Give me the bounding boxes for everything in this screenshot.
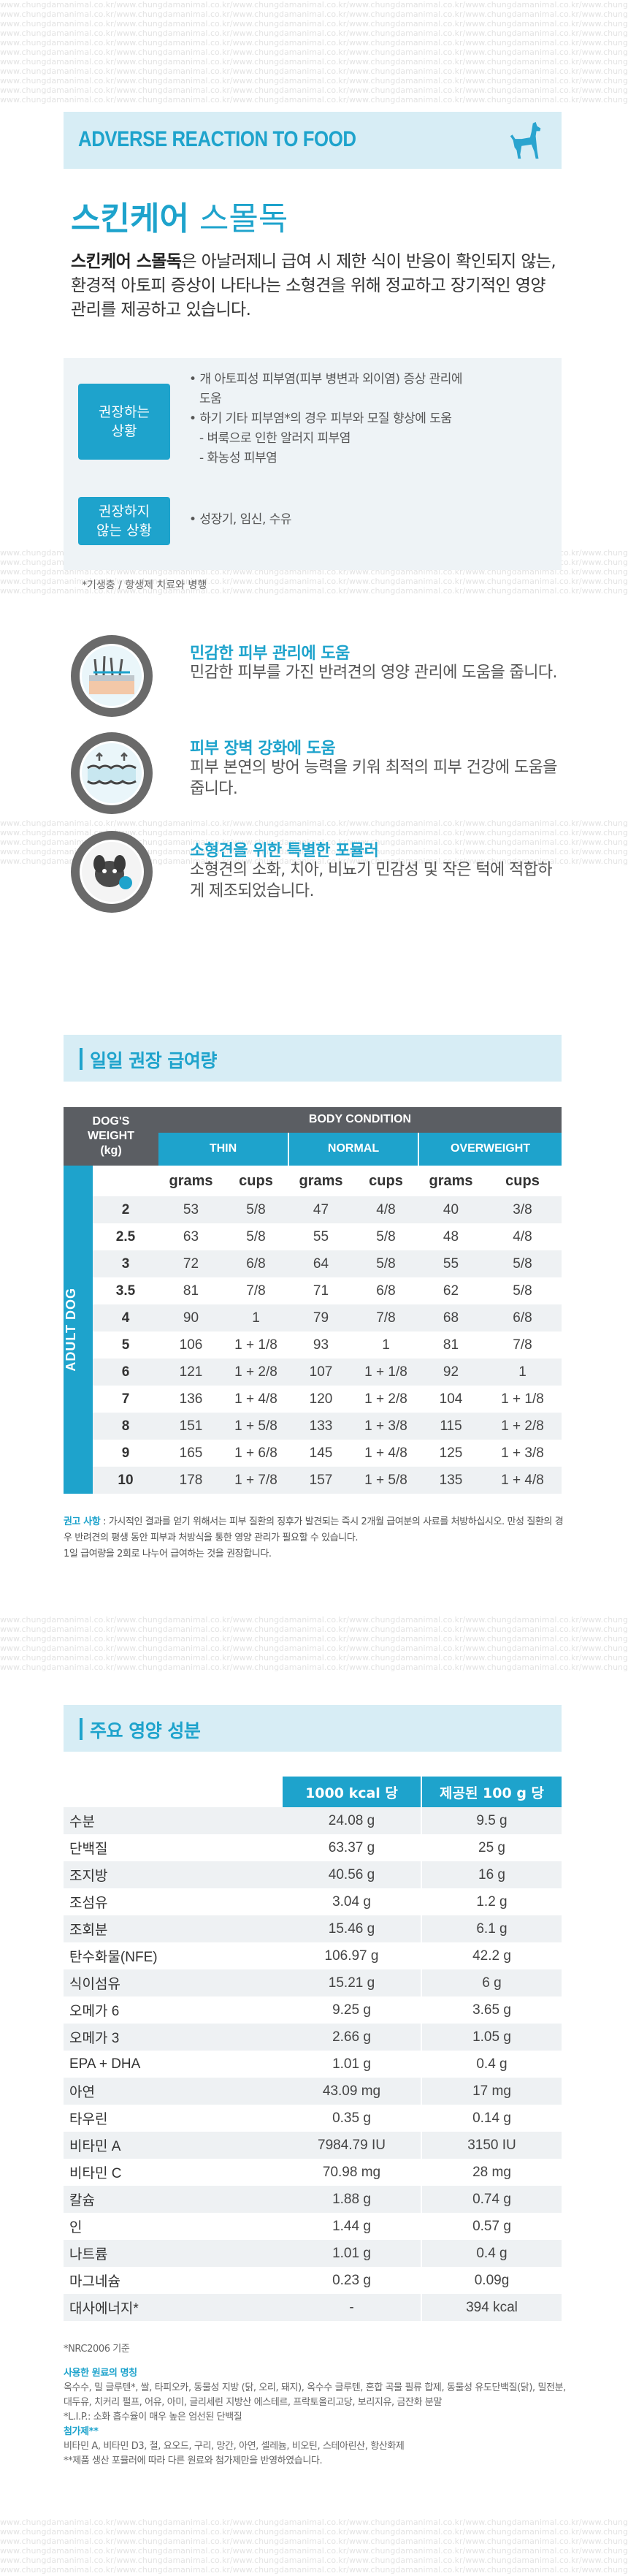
dog-silhouette-icon [510, 121, 541, 159]
unit-grams: grams [288, 1166, 353, 1196]
nutrition-row: 타우린 0.35 g 0.14 g [64, 2105, 562, 2132]
feeding-row: 6 121 1 + 2/8 107 1 + 1/8 92 1 [64, 1359, 562, 1386]
nutrition-row: 대사에너지* -394 kcal [64, 2294, 562, 2321]
unit-cups: cups [483, 1166, 562, 1196]
feature-desc-1: 민감한 피부를 가진 반려견의 영양 관리에 도움을 줍니다. [190, 664, 557, 682]
watermark-band-4: www.chungdamanimal.co.kr/www.chungdamani… [0, 1615, 628, 1672]
feeding-row: 10 178 1 + 7/8 157 1 + 5/8 135 1 + 4/8 [64, 1467, 562, 1494]
nutrition-row: 나트륨 1.01 g 0.4 g [64, 2240, 562, 2267]
feeding-row: 7 136 1 + 4/8 120 1 + 2/8 104 1 + 1/8 [64, 1386, 562, 1413]
nutrition-section-header: 주요 영양 성분 [64, 1705, 562, 1752]
nutrition-row: 칼슘 1.88 g 0.74 g [64, 2186, 562, 2213]
feeding-row: 2.5 63 5/8 55 5/8 48 4/8 [64, 1223, 562, 1250]
nutrition-row: 비타민 A 7984.79 IU 3150 IU [64, 2132, 562, 2159]
unit-grams: grams [158, 1166, 223, 1196]
feeding-section-header: 일일 권장 급여량 [64, 1035, 562, 1082]
nutrition-row: 오메가 3 2.66 g 1.05 g [64, 2024, 562, 2051]
col-thin: THIN [158, 1132, 289, 1166]
ingredients-block: 사용한 원료의 명칭 옥수수, 밀 글루텐*, 쌀, 타피오카, 동물성 지방 … [64, 2368, 566, 2466]
nutrition-row: 오메가 6 9.25 g 3.65 g [64, 1996, 562, 2024]
unit-cups: cups [223, 1166, 288, 1196]
indication-footnote: *기생충 / 항생제 치료와 병행 [82, 580, 207, 591]
nutrition-row: 수분 24.08 g 9.5 g [64, 1807, 562, 1834]
indication-box: 권장하는 상황 • 개 아토피성 피부염(피부 병변과 외이염) 증상 관리에 … [64, 358, 562, 570]
header-title: ADVERSE REACTION TO FOOD [78, 127, 356, 151]
feature-desc-3: 소형견의 소화, 치아, 비뇨기 민감성 및 작은 턱에 적합하게 제조되었습니… [190, 861, 553, 900]
nutrition-col-per-1000kcal: 1000 kcal 당 [283, 1777, 421, 1807]
adult-dog-label: ADULT DOG [64, 1166, 93, 1494]
not-recommended-list: • 성장기, 임신, 수유 [189, 512, 292, 527]
feeding-row: 2 53 5/8 47 4/8 40 3/8 [64, 1196, 562, 1223]
nutrition-row: 단백질 63.37 g 25 g [64, 1834, 562, 1861]
body-condition-header: BODY CONDITION [158, 1107, 562, 1133]
feeding-row: 3.5 81 7/8 71 6/8 62 5/8 [64, 1277, 562, 1304]
recommended-list: • 개 아토피성 피부염(피부 병변과 외이염) 증상 관리에 도움 • 하기 … [189, 372, 463, 466]
nutrition-row: 조섬유 3.04 g 1.2 g [64, 1888, 562, 1915]
product-intro: 스킨케어 스몰독은 아날러제니 급여 시 제한 식이 반응이 확인되지 않는, … [71, 252, 556, 319]
feeding-row: 4 90 1 79 7/8 68 6/8 [64, 1304, 562, 1331]
nutrition-row: 탄수화물(NFE) 106.97 g 42.2 g [64, 1942, 562, 1969]
watermark-band-bottom: www.chungdamanimal.co.kr/www.chungdamani… [0, 2518, 628, 2575]
feature-title-1: 민감한 피부 관리에 도움 [190, 645, 350, 663]
col-overweight: OVERWEIGHT [418, 1132, 562, 1166]
nutrition-row: 조지방 40.56 g 16 g [64, 1861, 562, 1888]
nutrition-col-per-100g: 제공된 100 g 당 [421, 1777, 562, 1807]
feature-desc-2: 피부 본연의 방어 능력을 키워 최적의 피부 건강에 도움을 줍니다. [190, 759, 557, 798]
weight-header: DOG'S WEIGHT (kg) [64, 1107, 158, 1166]
feature-title-3: 소형견을 위한 특별한 포뮬러 [190, 842, 379, 860]
unit-cups: cups [353, 1166, 418, 1196]
nrc-note: *NRC2006 기준 [64, 2344, 130, 2355]
not-recommended-badge: 권장하지 않는 상황 [78, 497, 170, 545]
feeding-row: 8 151 1 + 5/8 133 1 + 3/8 115 1 + 2/8 [64, 1413, 562, 1440]
nutrition-section-title: 주요 영양 성분 [90, 1720, 201, 1741]
header-bar: ADVERSE REACTION TO FOOD [64, 112, 562, 169]
feeding-row: 9 165 1 + 6/8 145 1 + 4/8 125 1 + 3/8 [64, 1440, 562, 1467]
feeding-table: DOG'S WEIGHT (kg) BODY CONDITION THIN NO… [64, 1107, 562, 1494]
intestine-barrier-icon [71, 732, 153, 814]
feeding-note: 권고 사항 : 가시적인 결과를 얻기 위해서는 피부 질환의 징후가 발견되는… [64, 1516, 564, 1559]
nutrition-row: 인 1.44 g 0.57 g [64, 2213, 562, 2240]
small-dog-kibble-icon [71, 831, 153, 913]
feeding-row: 3 72 6/8 64 5/8 55 5/8 [64, 1250, 562, 1277]
nutrition-row: 조회분 15.46 g 6.1 g [64, 1915, 562, 1942]
watermark-band-top: www.chungdamanimal.co.kr/www.chungdamani… [0, 0, 628, 105]
feeding-row: 5 106 1 + 1/8 93 1 81 7/8 [64, 1331, 562, 1359]
nutrition-row: 비타민 C 70.98 mg 28 mg [64, 2159, 562, 2186]
product-title: 스킨케어 스몰독 [71, 200, 288, 238]
watermark-band-3: www.chungdamanimal.co.kr/www.chungdamani… [0, 818, 628, 866]
nutrition-row: EPA + DHA 1.01 g 0.4 g [64, 2051, 562, 2078]
feeding-section-title: 일일 권장 급여량 [90, 1050, 217, 1071]
col-normal: NORMAL [288, 1132, 419, 1166]
unit-grams: grams [418, 1166, 483, 1196]
nutrition-table: 1000 kcal 당 제공된 100 g 당 수분 24.08 g 9.5 g 단… [64, 1777, 562, 2321]
nutrition-row: 마그네슘 0.23 g 0.09g [64, 2267, 562, 2294]
nutrition-row: 아연 43.09 mg 17 mg [64, 2078, 562, 2105]
skin-layers-icon [71, 635, 153, 717]
feature-title-2: 피부 장벽 강화에 도움 [190, 740, 336, 758]
recommended-badge: 권장하는 상황 [78, 384, 170, 460]
